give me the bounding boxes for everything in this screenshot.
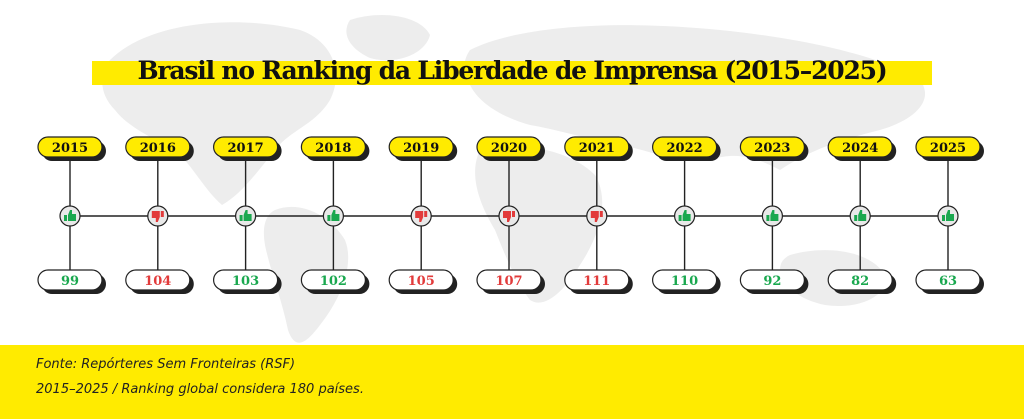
- rank-pill: [213, 269, 279, 291]
- source-note: Fonte: Repórteres Sem Fronteiras (RSF): [36, 357, 296, 372]
- thumbs-down-icon: [503, 211, 515, 222]
- rank-value-label: 111: [583, 274, 610, 289]
- year-pill: [739, 136, 806, 158]
- year-label: 2017: [228, 141, 264, 156]
- thumbs-up-icon: [239, 210, 252, 221]
- rank-pill: [388, 269, 454, 291]
- thumbs-up-icon: [64, 210, 76, 221]
- year-pill: [213, 136, 279, 158]
- rank-value-label: 92: [763, 274, 781, 289]
- year-pill: [564, 136, 630, 158]
- year-pill: [827, 136, 893, 158]
- map-greenland: [346, 15, 430, 61]
- year-label: 2023: [754, 141, 790, 156]
- year-label: 2015: [52, 141, 88, 156]
- year-pill: [651, 136, 718, 158]
- footer-bar: Fonte: Repórteres Sem Fronteiras (RSF) 2…: [0, 345, 1024, 419]
- year-label: 2019: [403, 141, 439, 156]
- chart-title: Brasil no Ranking da Liberdade de Impren…: [137, 56, 888, 85]
- year-pill: [388, 136, 454, 158]
- thumbs-up-icon: [854, 210, 867, 221]
- year-label: 2018: [315, 141, 351, 156]
- rank-pill: [125, 269, 191, 291]
- year-pill: [915, 136, 981, 158]
- title-highlight-bar: [92, 61, 932, 85]
- rank-value-label: 110: [671, 274, 698, 289]
- ranking-note: 2015–2025 / Ranking global considera 180…: [36, 382, 364, 397]
- rank-value-label: 99: [61, 274, 79, 289]
- thumbs-up-icon: [766, 210, 779, 221]
- rank-pill: [651, 269, 718, 291]
- rank-value-label: 103: [232, 274, 259, 289]
- year-label: 2016: [140, 141, 176, 156]
- rank-pill: [564, 269, 630, 291]
- rank-value-label: 107: [495, 274, 522, 289]
- rank-pill: [300, 269, 366, 291]
- thumbs-up-icon: [678, 210, 691, 221]
- timeline-chart: 2015 99 2016 104 2017 103 2018 102 2019 105 2020 10…: [37, 136, 984, 294]
- year-pill: [476, 136, 542, 158]
- thumbs-down-icon: [415, 211, 428, 222]
- rank-value-label: 105: [408, 274, 435, 289]
- rank-pill: [915, 269, 981, 291]
- rank-value-label: 102: [320, 274, 347, 289]
- year-label: 2025: [930, 141, 966, 156]
- rank-value-label: 63: [939, 274, 957, 289]
- year-pill: [125, 136, 191, 158]
- map-africa: [475, 146, 603, 303]
- thumbs-down-icon: [151, 211, 164, 222]
- year-label: 2022: [667, 141, 703, 156]
- rank-pill: [827, 269, 893, 291]
- year-label: 2020: [491, 141, 527, 156]
- thumbs-down-icon: [590, 211, 603, 222]
- rank-value-label: 104: [144, 274, 171, 289]
- thumbs-up-icon: [942, 210, 954, 221]
- rank-pill: [476, 269, 542, 291]
- thumbs-up-icon: [327, 210, 340, 221]
- year-label: 2021: [579, 141, 615, 156]
- rank-pill: [739, 269, 806, 291]
- year-label: 2024: [842, 141, 878, 156]
- rank-pill: [37, 269, 103, 291]
- rank-value-label: 82: [851, 274, 869, 289]
- year-pill: [37, 136, 103, 158]
- year-pill: [300, 136, 366, 158]
